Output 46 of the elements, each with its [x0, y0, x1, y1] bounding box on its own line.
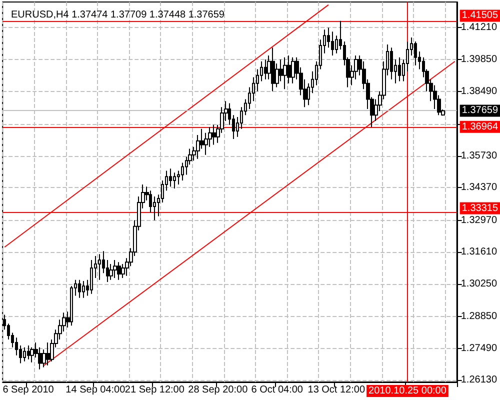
ref-line-label: 1.37659 [462, 105, 498, 116]
candlestick [169, 168, 172, 188]
candlestick [38, 346, 42, 370]
y-tick-label: 1.39850 [460, 54, 498, 65]
candlestick [23, 346, 26, 362]
candlestick [291, 56, 295, 84]
y-tick-label: 1.30250 [460, 278, 498, 290]
y-tick-label: 1.41210 [460, 22, 498, 34]
candlestick [78, 279, 81, 298]
candlestick [398, 56, 401, 82]
candlestick [98, 254, 101, 280]
x-tick-label: 21 Sep 12:00 [124, 384, 185, 396]
ref-line-label: 1.36964 [462, 121, 498, 132]
candlestick [414, 40, 417, 66]
x-tick-label: 13 Oct 12:00 [308, 384, 366, 396]
y-tick-label: 1.32970 [460, 214, 498, 226]
candlestick [113, 260, 117, 279]
candlestick [46, 342, 50, 366]
text: EURUSD,H4 1.37474 1.37709 1.37448 1.37659 [11, 10, 225, 20]
x-tick-label: 28 Sep 20:00 [188, 384, 248, 396]
candlestick [117, 262, 121, 280]
candlestick [390, 47, 393, 80]
x-tick-label: 14 Sep 04:00 [66, 384, 126, 396]
candlestick [212, 124, 216, 146]
candlestick [173, 172, 176, 189]
y-tick-label: 1.34370 [460, 182, 498, 194]
y-tick-label: 1.31610 [460, 246, 498, 258]
y-tick-label: 1.27490 [460, 342, 498, 354]
candlestick [283, 56, 287, 90]
candlestick [30, 346, 34, 363]
ref-line-label: 1.33315 [462, 202, 498, 214]
candlestick [331, 31, 334, 56]
ref-line-label: 1.41505 [462, 10, 498, 22]
candlestick [271, 47, 275, 92]
y-tick-label: 1.26130 [460, 374, 498, 386]
x-tick-label: 2010.10.25 00:00 [368, 386, 447, 396]
candlestick [109, 263, 113, 280]
candlestick [90, 260, 93, 294]
y-tick-label: 1.38490 [460, 86, 498, 97]
x-tick-label: 6 Oct 04:00 [251, 384, 304, 396]
candlestick [27, 345, 30, 360]
x-tick-label: 6 Sep 2010 [2, 384, 54, 396]
y-tick-label: 1.35730 [460, 150, 498, 162]
candlestick [264, 58, 267, 80]
candlestick [82, 280, 85, 298]
y-tick-label: 1.28850 [460, 311, 498, 322]
